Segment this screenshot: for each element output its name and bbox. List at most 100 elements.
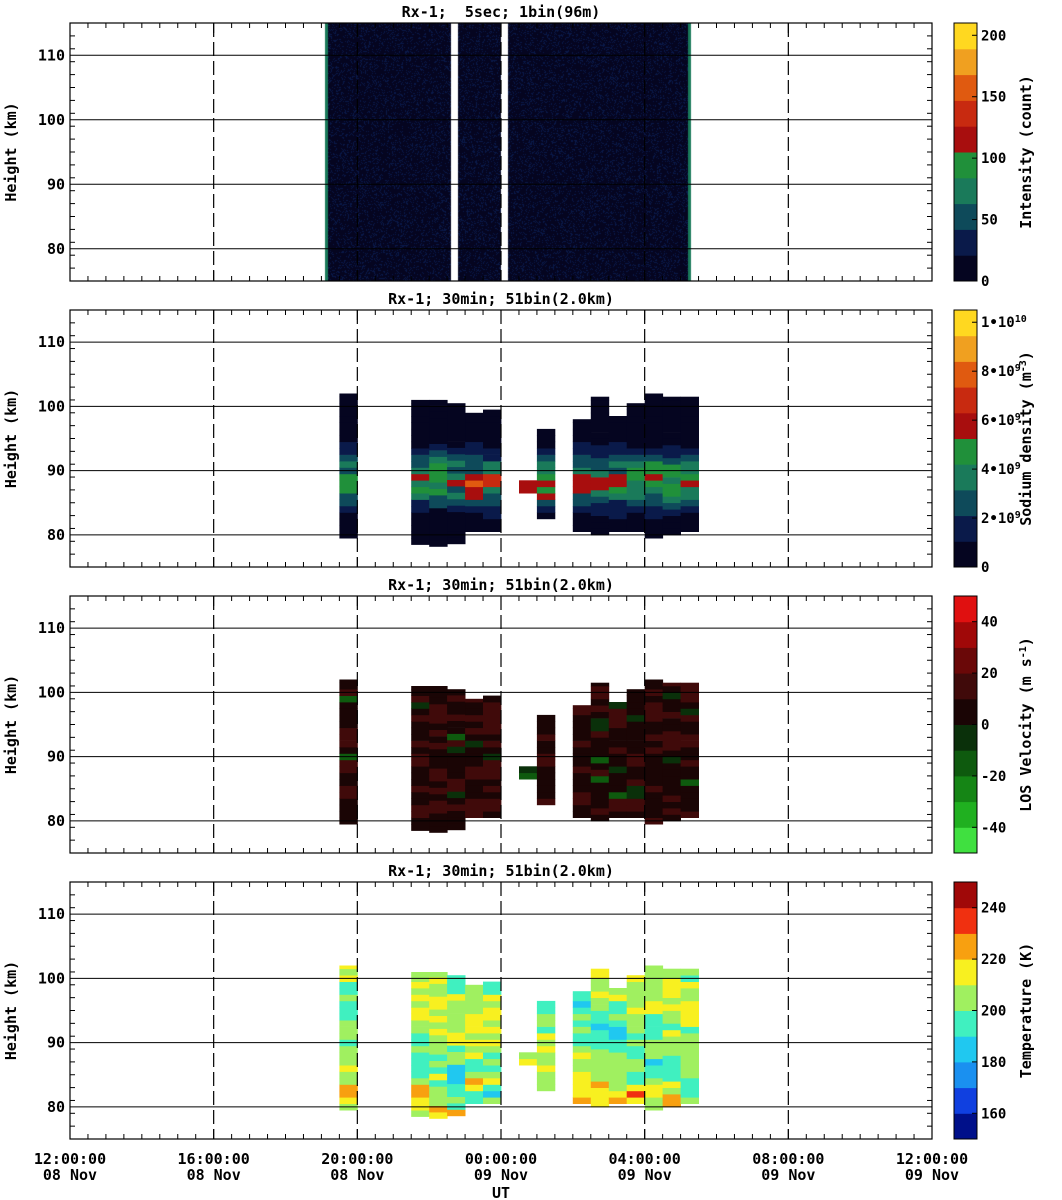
sodium-cell <box>483 512 502 520</box>
temperature-cell <box>339 1078 358 1085</box>
sodium-cell <box>411 399 430 404</box>
velocity-cell <box>644 727 664 735</box>
velocity-cell <box>483 798 502 806</box>
sodium-cell <box>429 488 448 496</box>
sodium-cell <box>429 424 448 432</box>
temperature-cell <box>339 1084 358 1092</box>
velocity-cell <box>572 766 592 774</box>
velocity-cell <box>644 792 664 799</box>
velocity-cell <box>536 747 556 754</box>
temperature-cell <box>536 1045 556 1053</box>
temperature-cell <box>411 1013 430 1021</box>
sodium-cell <box>447 479 466 487</box>
sodium-cell <box>662 470 681 478</box>
y-tick-label: 80 <box>47 1098 65 1116</box>
velocity-cell <box>608 804 628 812</box>
velocity-cell <box>662 698 681 706</box>
velocity-cell <box>483 759 502 767</box>
y-tick-label: 100 <box>38 111 65 129</box>
sodium-cell <box>411 525 430 532</box>
velocity-cell <box>339 772 358 780</box>
temperature-cell <box>644 965 664 970</box>
sodium-cell <box>590 438 610 446</box>
temperature-cell <box>411 988 430 995</box>
temperature-cell <box>572 1071 592 1079</box>
y-tick-label: 80 <box>47 812 65 830</box>
velocity-cell <box>662 711 681 719</box>
colorbar-swatch <box>954 152 977 179</box>
sodium-cell <box>608 441 628 449</box>
velocity-cell <box>447 701 466 709</box>
temperature-cell <box>608 1058 628 1066</box>
x-tick-time: 08:00:00 <box>752 1150 824 1168</box>
temperature-cell <box>680 1078 699 1085</box>
temperature-cell <box>429 1022 448 1029</box>
velocity-cell <box>411 740 430 748</box>
sodium-cell <box>411 409 430 417</box>
velocity-cell <box>429 729 448 737</box>
temperature-cell <box>572 1033 592 1040</box>
velocity-cell <box>608 772 628 780</box>
temperature-cell <box>339 1045 358 1053</box>
velocity-cell <box>572 811 592 818</box>
temperature-cell <box>339 1052 358 1060</box>
sodium-cell <box>536 428 556 436</box>
velocity-cell <box>483 702 502 709</box>
velocity-cell <box>590 814 610 822</box>
temperature-cell <box>447 980 466 988</box>
velocity-cell <box>465 804 484 812</box>
velocity-cell <box>680 785 699 793</box>
temperature-cell <box>572 1084 592 1092</box>
velocity-cell <box>447 739 466 747</box>
sodium-cell <box>608 454 628 462</box>
colorbar-swatch <box>954 959 977 986</box>
velocity-cell <box>572 708 592 716</box>
velocity-cell <box>411 779 430 786</box>
sodium-cell <box>626 518 646 526</box>
temperature-cell <box>626 1007 646 1015</box>
temperature-cell <box>536 1020 556 1027</box>
temperature-cell <box>662 1081 681 1088</box>
temperature-cell <box>465 1078 484 1085</box>
sodium-cell <box>662 457 681 465</box>
velocity-cell <box>662 718 681 725</box>
sodium-cell <box>429 475 448 483</box>
colorbar-frame <box>953 22 978 282</box>
x-tick-date: 09 Nov <box>905 1166 959 1184</box>
panel-title: Rx-1; 5sec; 1bin(96m) <box>402 3 601 21</box>
velocity-cell <box>662 782 681 790</box>
temperature-cell <box>662 1023 681 1031</box>
colorbar-swatch <box>954 541 977 568</box>
velocity-cell <box>662 705 681 712</box>
velocity-cell <box>626 747 646 754</box>
sodium-cell <box>447 505 466 513</box>
temperature-cell <box>662 978 681 986</box>
velocity-cell <box>429 787 448 795</box>
temperature-cell <box>626 1097 646 1104</box>
temperature-cell <box>590 1016 610 1024</box>
sodium-cell <box>339 512 358 520</box>
velocity-cell <box>590 686 610 693</box>
velocity-cell <box>680 792 699 799</box>
velocity-cell <box>590 763 610 770</box>
sodium-cell <box>608 422 628 430</box>
velocity-cell <box>608 766 628 774</box>
colorbar-tick-label: 0 <box>981 274 989 290</box>
y-tick-label: 90 <box>47 462 65 480</box>
sodium-cell <box>465 525 484 532</box>
velocity-cell <box>447 707 466 715</box>
sodium-cell <box>447 415 466 423</box>
temperature-cell <box>429 1028 448 1036</box>
sodium-cell <box>411 493 430 500</box>
velocity-cell <box>411 759 430 767</box>
temperature-cell <box>339 1020 358 1027</box>
temperature-cell <box>662 1029 681 1037</box>
temperature-cell <box>662 1094 681 1101</box>
velocity-cell <box>680 682 699 690</box>
temperature-cell <box>447 1006 466 1014</box>
velocity-cell <box>411 734 430 741</box>
sodium-cell <box>626 416 646 423</box>
velocity-cell <box>465 740 484 748</box>
temperature-cell <box>465 984 484 989</box>
